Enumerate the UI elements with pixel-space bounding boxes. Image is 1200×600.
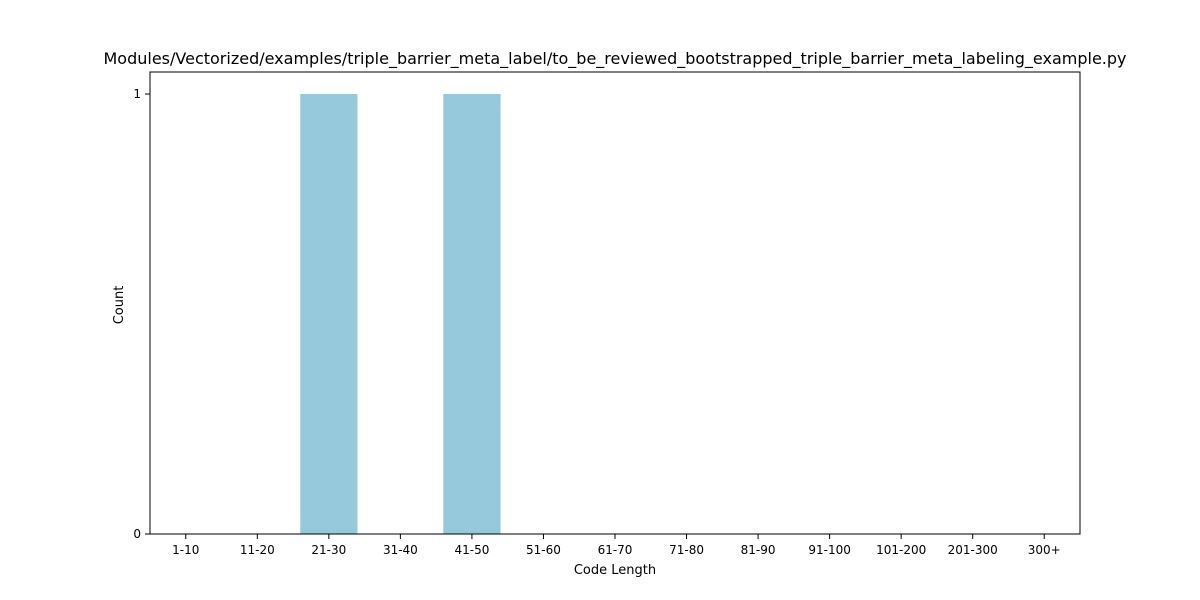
plot-frame bbox=[149, 71, 1081, 535]
x-tick-label: 81-90 bbox=[741, 543, 776, 557]
bar-41-50 bbox=[443, 94, 501, 534]
y-tick-label: 0 bbox=[133, 527, 141, 541]
bar-group bbox=[300, 94, 501, 534]
x-tick-label: 300+ bbox=[1028, 543, 1061, 557]
y-tick-label: 1 bbox=[133, 87, 141, 101]
x-tick-label: 1-10 bbox=[172, 543, 199, 557]
x-axis-label: Code Length bbox=[574, 563, 656, 578]
x-tick-label: 51-60 bbox=[526, 543, 561, 557]
x-tick-label: 71-80 bbox=[669, 543, 704, 557]
y-axis: 01 bbox=[133, 87, 150, 541]
x-tick-label: 31-40 bbox=[383, 543, 418, 557]
x-tick-label: 91-100 bbox=[808, 543, 851, 557]
x-tick-label: 201-300 bbox=[948, 543, 998, 557]
x-tick-label: 41-50 bbox=[454, 543, 489, 557]
x-axis: 1-10 11-20 21-30 31-40 41-50 51-60 61-70 71-80 8… bbox=[172, 534, 1061, 557]
x-tick-label: 101-200 bbox=[876, 543, 926, 557]
x-tick-label: 21-30 bbox=[311, 543, 346, 557]
bar-21-30 bbox=[300, 94, 358, 534]
chart-title: Modules/Vectorized/examples/triple_barri… bbox=[103, 49, 1126, 69]
x-tick-label: 61-70 bbox=[598, 543, 633, 557]
x-tick-label: 11-20 bbox=[240, 543, 275, 557]
y-axis-label: Count bbox=[112, 286, 127, 325]
